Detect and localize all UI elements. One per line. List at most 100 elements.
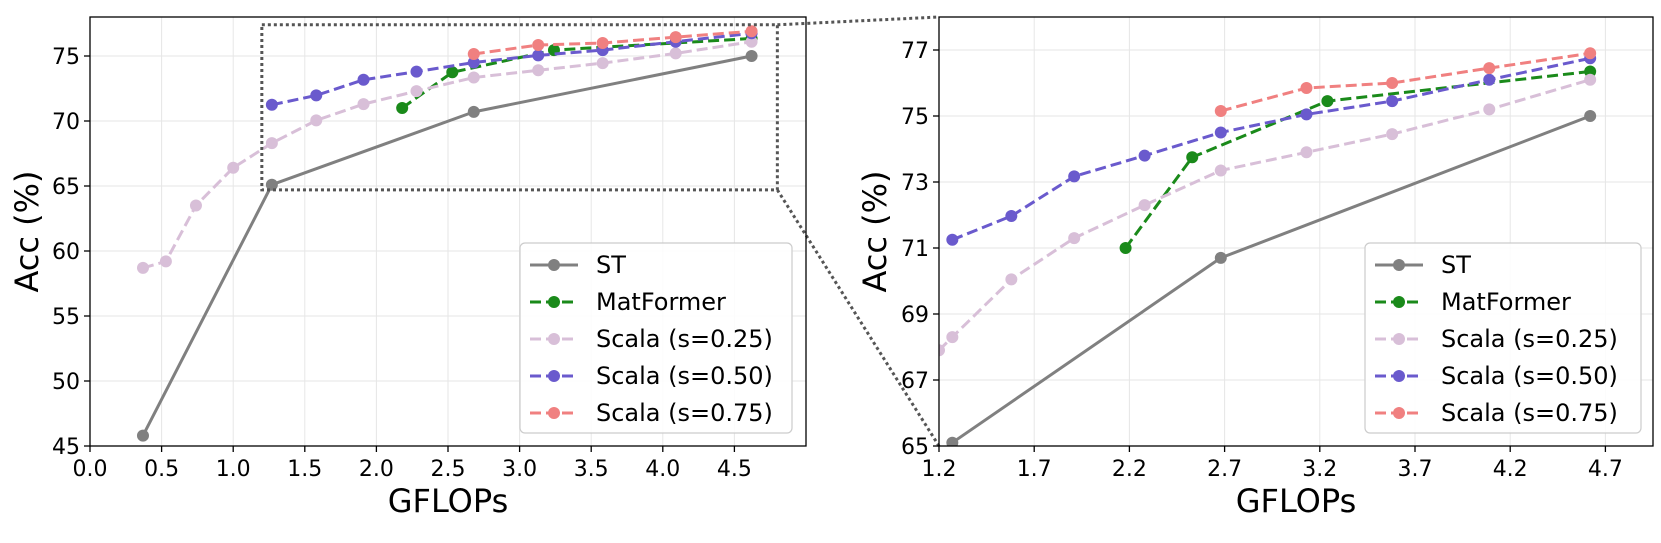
data-point-scala-s-0-50	[1005, 209, 1018, 222]
data-point-scala-s-0-50	[1300, 108, 1313, 121]
legend-item-st: ST	[530, 251, 626, 279]
data-point-scala-s-0-25	[532, 64, 545, 77]
series-line-st	[141, 54, 752, 437]
data-point-scala-s-0-50	[1068, 170, 1081, 183]
series-scala-s-0-75	[1214, 47, 1597, 118]
data-point-scala-s-0-75	[669, 31, 682, 44]
legend-box	[1364, 242, 1642, 434]
y-tick-label: 50	[52, 370, 80, 395]
legend-label: ST	[1441, 251, 1471, 279]
plot-area	[136, 25, 758, 442]
x-tick-label: 3.2	[1302, 457, 1337, 482]
legend-item-st: ST	[1375, 251, 1471, 279]
data-point-scala-s-0-50	[410, 65, 423, 78]
legend-item-scala-s-0-50: Scala (s=0.50)	[530, 362, 773, 390]
legend-label: Scala (s=0.25)	[596, 325, 773, 353]
zoom-connector-top	[777, 15, 940, 27]
legend-swatch-marker	[548, 370, 560, 382]
y-tick-label: 65	[901, 435, 929, 460]
legend-swatch-marker	[1393, 296, 1405, 308]
ticks: 1.2 1.7 2.2 2.7 3.2 3.7 4.2 4.7 65 67 69 71 73 75 77	[901, 39, 1623, 482]
data-point-scala-s-0-50	[357, 73, 370, 86]
data-point-scala-s-0-75	[1214, 105, 1227, 118]
x-tick-label: 1.2	[922, 457, 957, 482]
y-tick-label: 65	[52, 175, 80, 200]
data-point-scala-s-0-50	[532, 49, 545, 62]
data-point-st	[946, 436, 959, 446]
x-tick-label: 2.5	[431, 457, 466, 482]
legend-item-scala-s-0-75: Scala (s=0.75)	[530, 399, 773, 427]
series-line-scala-s-0-50	[271, 31, 752, 107]
x-tick-label: 1.7	[1017, 457, 1052, 482]
data-point-scala-s-0-50	[1138, 149, 1151, 162]
legend: ST MatFormer Scala (s=0.25) Scala (s=0.50) S…	[1364, 242, 1642, 434]
left-chart: 0.0 0.5 1.0 1.5 2.0 2.5 3.0 3.5 4.0 4.5 45 50 55 60 65…	[8, 16, 807, 520]
series-line-scala-s-0-75	[1220, 51, 1591, 113]
y-tick-label: 75	[52, 45, 80, 70]
x-tick-label: 3.0	[502, 457, 537, 482]
legend-label: MatFormer	[1441, 288, 1571, 316]
data-point-scala-s-0-75	[1584, 47, 1597, 60]
legend-item-scala-s-0-50: Scala (s=0.50)	[1375, 362, 1618, 390]
data-point-scala-s-0-75	[596, 37, 609, 49]
x-tick-label: 3.5	[574, 457, 609, 482]
data-point-scala-s-0-25	[265, 137, 278, 150]
data-point-st	[745, 50, 758, 62]
series-line-scala-s-0-50	[951, 56, 1591, 242]
data-point-scala-s-0-50	[1214, 126, 1227, 139]
x-tick-label: 2.0	[359, 457, 394, 482]
data-point-matformer	[1321, 95, 1334, 108]
legend-label: Scala (s=0.75)	[1441, 399, 1618, 427]
data-point-scala-s-0-25	[1068, 232, 1081, 245]
data-point-matformer	[1584, 65, 1597, 78]
y-tick-label: 77	[901, 39, 929, 64]
data-point-scala-s-0-75	[1300, 81, 1313, 94]
x-tick-label: 4.7	[1588, 457, 1623, 482]
data-point-scala-s-0-25	[745, 35, 758, 48]
zoom-box	[260, 23, 779, 192]
data-point-scala-s-0-50	[946, 233, 959, 246]
x-tick-label: 4.5	[717, 457, 752, 482]
x-tick-label: 1.5	[287, 457, 322, 482]
data-point-scala-s-0-50	[1386, 95, 1399, 108]
data-point-scala-s-0-25	[1138, 199, 1151, 212]
legend-box	[519, 242, 793, 434]
data-point-scala-s-0-25	[410, 85, 423, 98]
legend-label: ST	[596, 251, 626, 279]
ticks: 0.0 0.5 1.0 1.5 2.0 2.5 3.0 3.5 4.0 4.5 45 50 55 60 65…	[52, 45, 752, 482]
data-point-scala-s-0-25	[159, 255, 172, 268]
legend-swatch-marker	[1393, 333, 1405, 345]
y-tick-label: 55	[52, 305, 80, 330]
data-point-scala-s-0-25	[1300, 146, 1313, 159]
data-point-scala-s-0-75	[532, 38, 545, 51]
data-point-scala-s-0-50	[467, 56, 480, 69]
legend: ST MatFormer Scala (s=0.25) Scala (s=0.50) S…	[519, 242, 793, 434]
data-point-st	[467, 105, 480, 118]
data-point-scala-s-0-25	[946, 331, 959, 344]
legend-item-scala-s-0-25: Scala (s=0.25)	[530, 325, 773, 353]
data-point-scala-s-0-25	[939, 344, 945, 357]
data-point-scala-s-0-25	[1214, 164, 1227, 177]
zoom-connector-bottom	[776, 189, 941, 447]
data-point-scala-s-0-75	[1483, 62, 1496, 75]
axes-frame	[89, 16, 807, 447]
series-scala-s-0-25	[939, 73, 1597, 357]
data-point-scala-s-0-25	[669, 47, 682, 60]
legend-item-scala-s-0-25: Scala (s=0.25)	[1375, 325, 1618, 353]
x-tick-label: 0.0	[73, 457, 108, 482]
data-point-scala-s-0-25	[136, 261, 149, 274]
x-tick-label: 4.2	[1493, 457, 1528, 482]
x-axis-label: GFLOPs	[1236, 482, 1356, 520]
x-axis-label: GFLOPs	[388, 482, 508, 520]
data-point-scala-s-0-75	[467, 48, 480, 61]
legend-label: Scala (s=0.75)	[596, 399, 773, 427]
x-tick-label: 3.7	[1398, 457, 1433, 482]
x-tick-label: 2.7	[1207, 457, 1242, 482]
series-st	[946, 110, 1597, 446]
legend-label: Scala (s=0.50)	[1441, 362, 1618, 390]
y-tick-label: 71	[901, 237, 929, 262]
legend-swatch-marker	[548, 333, 560, 345]
data-point-scala-s-0-50	[1483, 73, 1496, 86]
